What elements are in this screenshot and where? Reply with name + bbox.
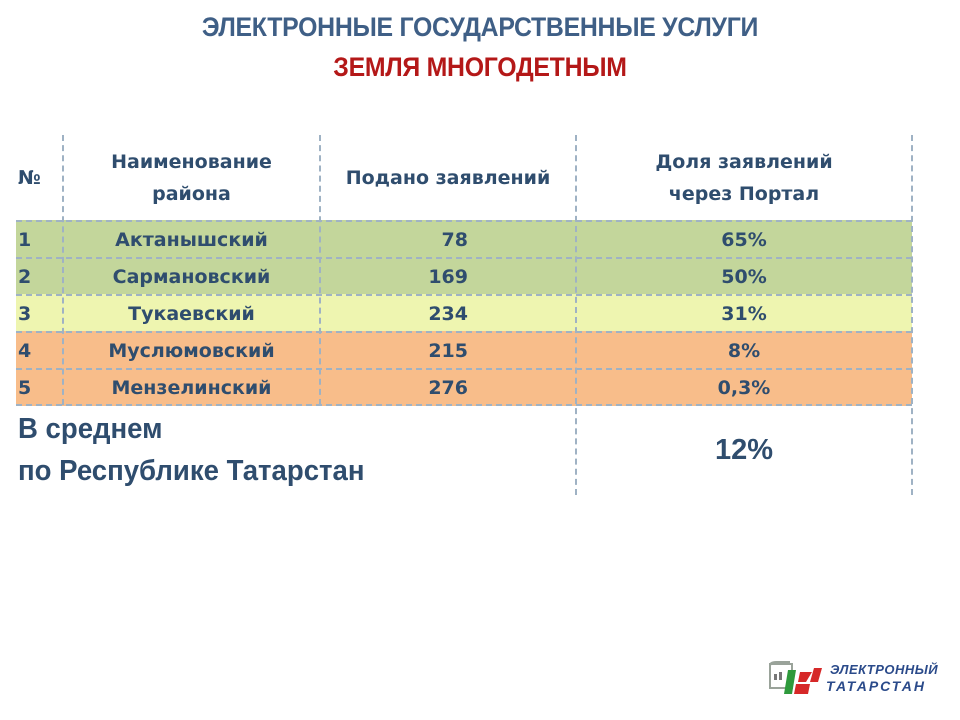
district-name: Муслюмовский xyxy=(108,339,275,362)
header-number: № xyxy=(18,166,41,189)
district-name: Сармановский xyxy=(112,265,271,288)
row-number: 1 xyxy=(18,228,32,251)
applications-count: 78 xyxy=(441,228,468,251)
summary-label-line2: по Республике Татарстан xyxy=(18,455,365,487)
row-number: 2 xyxy=(18,265,32,288)
logo-line1: ЭЛЕКТРОННЫЙ xyxy=(830,662,939,677)
logo-text-line1: ЭЛЕКТРОННЫЙ xyxy=(830,662,938,677)
page-title: ЭЛЕКТРОННЫЕ ГОСУДАРСТВЕННЫЕ УСЛУГИ xyxy=(201,12,759,42)
header-district-name: Наименование района xyxy=(63,135,320,220)
summary-value: 12% xyxy=(714,434,774,466)
table-row: 2 Сармановский 169 50% xyxy=(16,257,912,294)
district-name: Мензелинский xyxy=(111,376,272,399)
grid-line xyxy=(319,135,321,405)
header-district-name-line1: Наименование xyxy=(111,150,272,173)
grid-line xyxy=(575,135,577,495)
row-number: 3 xyxy=(18,302,32,325)
districts-table: № Наименование района Подано заявлений Д… xyxy=(16,135,913,495)
portal-share: 8% xyxy=(727,339,761,362)
header-portal-share: Доля заявлений через Портал xyxy=(576,135,912,220)
grid-line xyxy=(62,135,64,405)
district-name: Актанышский xyxy=(115,228,268,251)
applications-count: 234 xyxy=(428,302,468,325)
row-number: 4 xyxy=(18,339,32,362)
logo-text-line2: ТАТАРСТАН xyxy=(826,678,926,694)
portal-share: 65% xyxy=(721,228,767,251)
portal-share: 0,3% xyxy=(717,376,771,399)
header-portal-share-line2: через Портал xyxy=(668,182,820,205)
applications-count: 215 xyxy=(428,339,468,362)
portal-share: 31% xyxy=(721,302,767,325)
summary-label-line1: В среднем xyxy=(18,413,163,445)
row-number: 5 xyxy=(18,376,32,399)
page-subtitle: ЗЕМЛЯ МНОГОДЕТНЫМ xyxy=(333,52,627,82)
table-row: 3 Тукаевский 234 31% xyxy=(16,294,912,331)
logo-mark-icon xyxy=(769,661,822,694)
electronic-tatarstan-logo: ЭЛЕКТРОННЫЙ ТАТАРСТАН xyxy=(766,660,938,700)
portal-share: 50% xyxy=(721,265,767,288)
district-name: Тукаевский xyxy=(128,302,255,325)
table-row: 4 Муслюмовский 215 8% xyxy=(16,331,912,368)
table-row: 1 Актанышский 78 65% xyxy=(16,220,912,257)
applications-count: 169 xyxy=(428,265,468,288)
grid-line xyxy=(911,135,913,495)
header-applications-count: Подано заявлений xyxy=(345,166,551,189)
table-row: 5 Мензелинский 276 0,3% xyxy=(16,368,912,406)
header-district-name-line2: района xyxy=(152,182,231,205)
header-portal-share-line1: Доля заявлений xyxy=(655,150,833,173)
summary-label: В среднем по Республике Татарстан xyxy=(18,408,364,492)
applications-count: 276 xyxy=(428,376,468,399)
